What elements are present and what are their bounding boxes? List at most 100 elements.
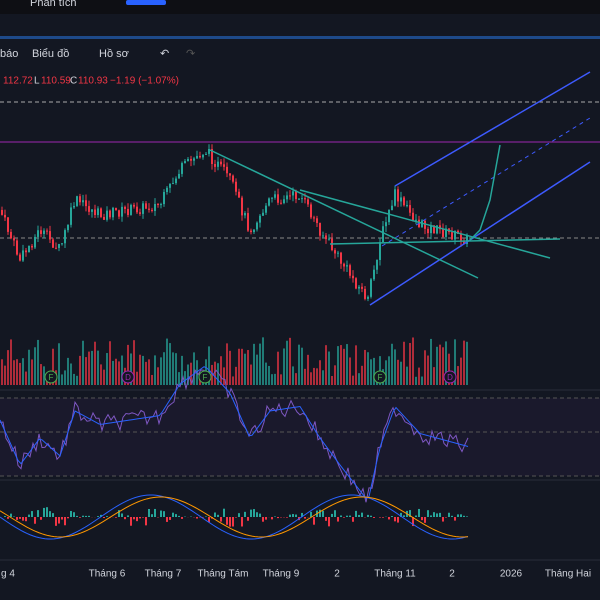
macd-bar [31, 511, 33, 517]
volume-bar [331, 376, 333, 385]
volume-bar [361, 365, 363, 385]
volume-bar [340, 345, 342, 385]
candle-body [142, 203, 144, 214]
macd-bar [313, 517, 315, 525]
redo[interactable]: ↷ [186, 48, 195, 60]
macd-bar [322, 510, 324, 517]
volume-bar [289, 337, 291, 385]
volume-bar [52, 348, 54, 385]
candle-body [403, 197, 405, 206]
volume-bar [316, 368, 318, 385]
ohlc-row: 112.72 L 110.59 C 110.93 −1.19 (−1.07%) [3, 76, 179, 87]
volume-bar [322, 370, 324, 385]
candle-body [298, 198, 300, 200]
volume-bar [256, 354, 258, 385]
candle-body [241, 197, 243, 216]
volume-bar [58, 343, 60, 385]
toolbar-item[interactable]: Biểu đồ [32, 48, 69, 60]
macd-bar [400, 512, 402, 517]
volume-bar [193, 352, 195, 385]
volume-bar [157, 367, 159, 385]
macd-bar [37, 510, 39, 517]
candle-body [31, 245, 33, 248]
candle-body [52, 239, 54, 248]
close-key: C [70, 76, 77, 87]
candle-body [190, 158, 192, 161]
macd-bar [379, 517, 381, 518]
volume-bar [307, 354, 309, 385]
volume-bar [163, 352, 165, 385]
tab-label[interactable]: Phân tích [30, 0, 76, 9]
volume-bar [391, 343, 393, 385]
candle-body [313, 217, 315, 219]
candle-body [367, 296, 369, 299]
volume-bar [277, 351, 279, 385]
volume-bar [406, 366, 408, 385]
candle-body [256, 222, 258, 230]
candle-body [250, 230, 252, 233]
candle-body [130, 204, 132, 215]
macd-bar [412, 517, 414, 527]
macd-bar [340, 515, 342, 517]
volume-bar [115, 358, 117, 385]
macd-bar [304, 517, 306, 519]
candle-body [346, 265, 348, 267]
macd-bar [319, 509, 321, 517]
x-tick-label: Tháng 6 [89, 569, 126, 580]
macd-bar [178, 515, 180, 517]
low-key: L [34, 76, 40, 87]
candle-body [70, 207, 72, 225]
volume-bar [127, 344, 129, 385]
volume-bar [1, 359, 3, 385]
volume-bar [409, 342, 411, 385]
volume-bar [232, 376, 234, 385]
candle-body [43, 230, 45, 234]
candle-body [292, 191, 294, 196]
volume-bar [136, 371, 138, 385]
candle-body [265, 205, 267, 213]
macd-bar [22, 517, 24, 521]
candle-body [172, 183, 174, 185]
volume-bar [223, 367, 225, 385]
macd-bar [163, 511, 165, 517]
candle-body [34, 236, 36, 248]
candle-body [169, 183, 171, 188]
candle-body [79, 196, 81, 203]
volume-bar [448, 353, 450, 385]
macd-bar [247, 517, 249, 521]
volume-bar [265, 362, 267, 385]
volume-bar [433, 367, 435, 385]
candle-body [445, 228, 447, 237]
volume-bar [70, 363, 72, 385]
macd-bar [61, 517, 63, 520]
macd-bar [118, 510, 120, 517]
candle-body [328, 238, 330, 240]
undo[interactable]: ↶ [160, 48, 169, 60]
candle-body [340, 252, 342, 264]
candle-body [373, 269, 375, 280]
volume-bar [73, 373, 75, 385]
volume-bar [370, 359, 372, 385]
candle-body [4, 214, 6, 218]
macd-bar [361, 512, 363, 517]
event-label: D [447, 373, 453, 382]
x-tick-label: Tháng 9 [263, 569, 300, 580]
macd-bar [328, 517, 330, 527]
candle-body [358, 286, 360, 289]
candle-body [85, 200, 87, 207]
toolbar-item[interactable]: Hồ sơ [99, 48, 129, 60]
candle-body [166, 187, 168, 193]
volume-bar [184, 371, 186, 385]
macd-line [0, 494, 469, 540]
candle-body [58, 243, 60, 248]
x-tick-label: 2 [334, 569, 340, 580]
candle-body [322, 235, 324, 237]
volume-bar [139, 354, 141, 385]
volume-bar [97, 350, 99, 385]
volume-bar [304, 368, 306, 385]
toolbar-item[interactable]: báo [0, 48, 18, 60]
toggle[interactable] [126, 0, 166, 5]
volume-bar [301, 347, 303, 385]
